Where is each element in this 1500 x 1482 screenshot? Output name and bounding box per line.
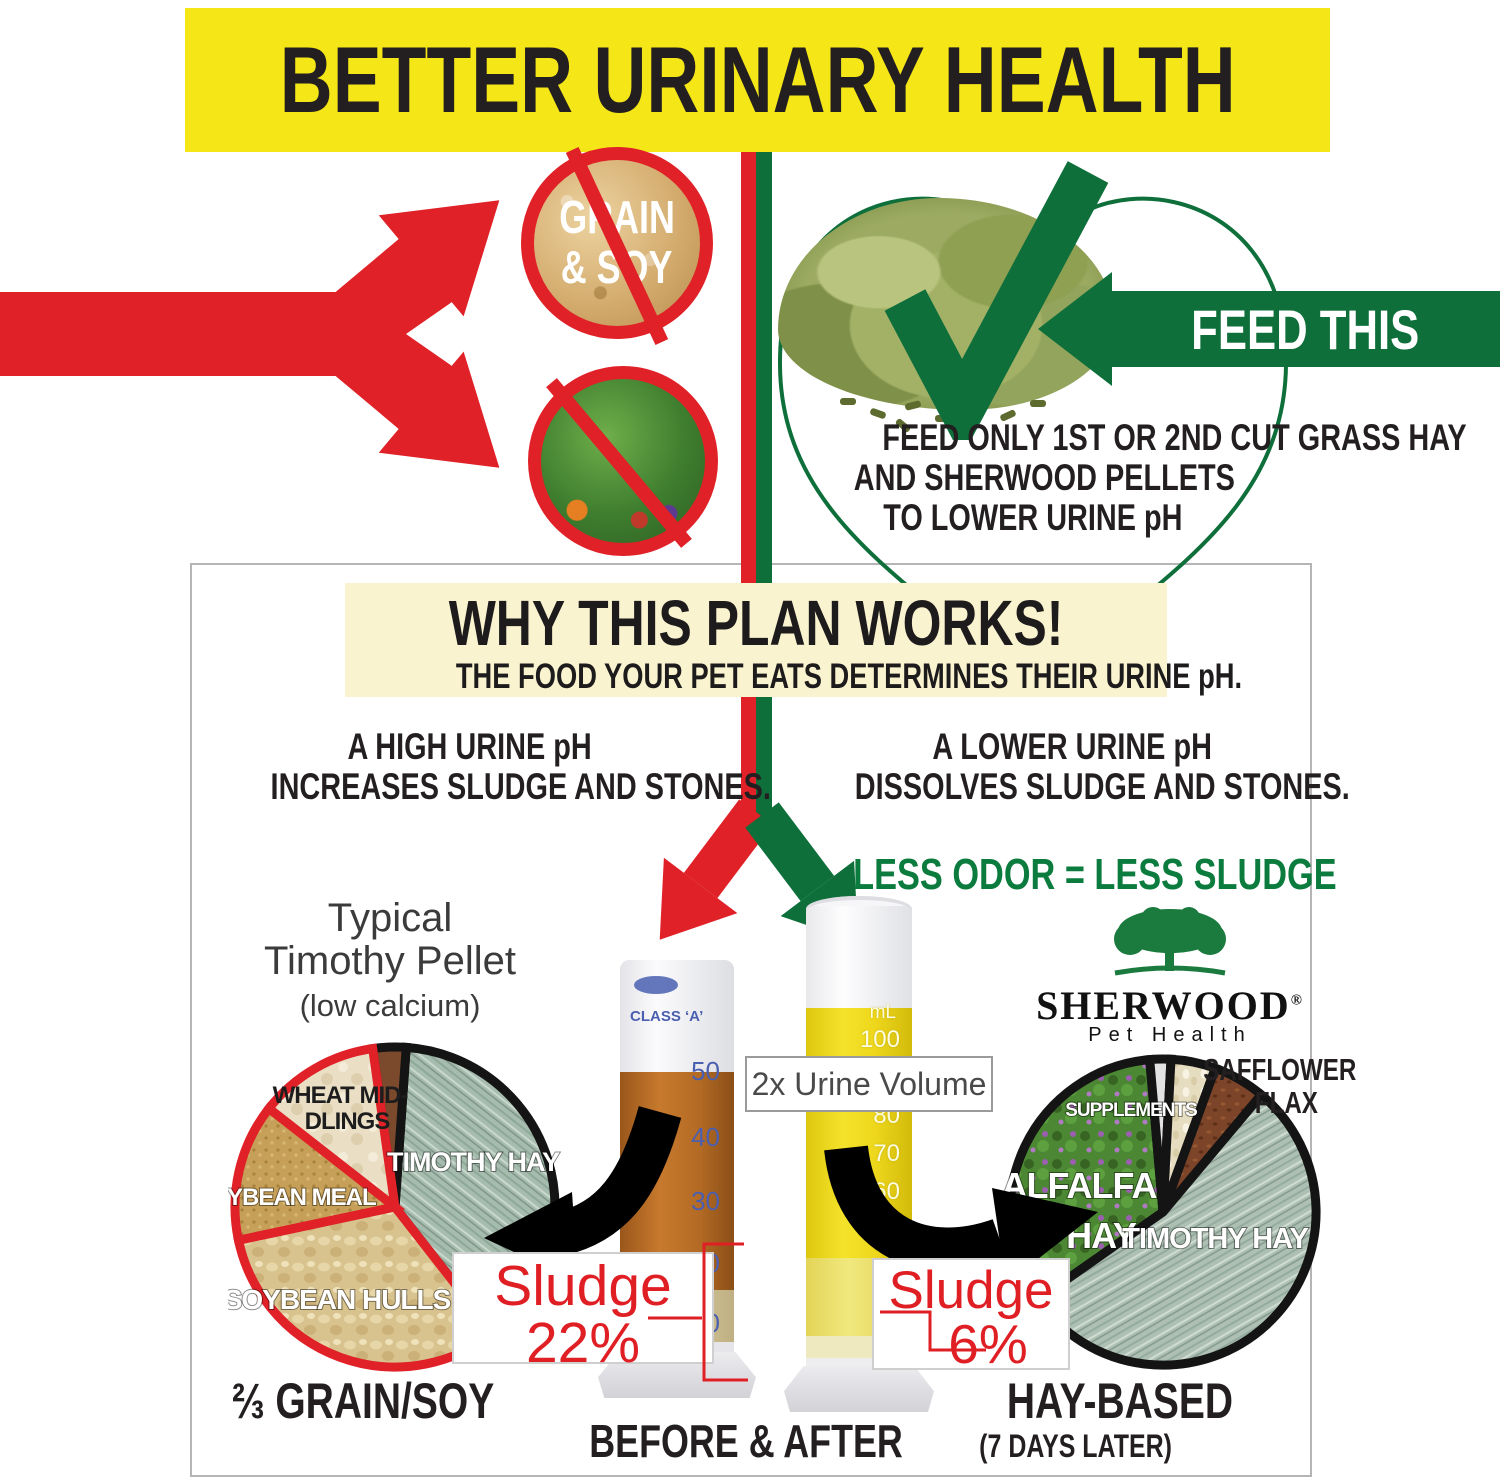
claim-low-ph: A LOWER URINE pH DISSOLVES SLUDGE AND ST… xyxy=(785,727,1360,807)
feed-note-line1: FEED ONLY 1ST OR 2ND CUT GRASS HAY xyxy=(882,417,1467,458)
sherwood-logo: SHERWOOD® Pet Health xyxy=(1020,905,1320,1047)
slice-soybean-meal xyxy=(230,1102,406,1246)
tick-100: 100 xyxy=(859,1026,900,1053)
cylinder-after-base xyxy=(784,1366,934,1412)
label-alfalfa2: HAY xyxy=(1066,1215,1137,1256)
tick-50: 50 xyxy=(691,1056,720,1086)
why-subtitle: THE FOOD YOUR PET EATS DETERMINES THEIR … xyxy=(455,657,1243,697)
label-timothy-left: TIMOTHY HAY xyxy=(387,1147,560,1177)
label-timothy-right: TIMOTHY HAY xyxy=(1122,1223,1308,1255)
less-odor-text: LESS ODOR = LESS SLUDGE xyxy=(853,850,1337,899)
feed-this-arrowhead xyxy=(1038,272,1112,386)
footer-grain-soy: ⅔ GRAIN/SOY xyxy=(195,1372,515,1430)
tick-70: 70 xyxy=(873,1140,900,1167)
brand-reg: ® xyxy=(1290,992,1304,1009)
sludge-before-box: Sludge 22% xyxy=(452,1252,714,1372)
label-flax: FLAX xyxy=(1254,1084,1318,1120)
claim-low-line2: DISSOLVES SLUDGE AND STONES. xyxy=(854,765,1350,807)
grain-soy-caption: ⅔ GRAIN/SOY xyxy=(231,1373,495,1429)
cylinder-grade-label: CLASS ‘A’ xyxy=(630,1008,704,1025)
sludge-before-word: Sludge xyxy=(494,1254,672,1318)
before-after-caption: BEFORE & AFTER xyxy=(589,1415,903,1467)
brand-name: SHERWOOD xyxy=(1036,983,1291,1028)
red-stripe xyxy=(741,150,756,822)
pie-chart-hay-based: SUPPLEMENTS ALFALFA HAY TIMOTHY HAY xyxy=(1003,1054,1321,1370)
feed-note-line3: TO LOWER URINE pH xyxy=(882,496,1183,538)
feed-this-label: FEED THIS xyxy=(1190,297,1420,361)
typical-line1: Typical xyxy=(327,896,453,940)
unit-ml: mL xyxy=(869,1002,896,1023)
feed-note-line2: AND SHERWOOD PELLETS xyxy=(853,456,1235,498)
slice-timothy-right xyxy=(1031,1088,1321,1370)
why-banner: WHY THIS PLAN WORKS! THE FOOD YOUR PET E… xyxy=(345,583,1242,697)
hay-based-caption: HAY-BASED xyxy=(1006,1373,1234,1429)
tick-40: 40 xyxy=(691,1122,720,1152)
arrow-to-grain-pie xyxy=(554,1106,682,1256)
sludge-before-value: 22% xyxy=(525,1311,641,1375)
claim-high-line1: A HIGH URINE pH xyxy=(347,726,593,767)
arrow-to-hay-pie xyxy=(824,1144,1008,1272)
label-wheat1: WHEAT MID- xyxy=(273,1082,409,1109)
checkmark-icon xyxy=(884,161,1109,440)
bracket-after xyxy=(880,1310,986,1352)
sludge-after-value: 6% xyxy=(948,1313,1028,1375)
label-hulls: SOYBEAN HULLS xyxy=(228,1284,451,1315)
why-title: WHY THIS PLAN WORKS! xyxy=(448,587,1064,659)
title-banner: BETTER URINARY HEALTH xyxy=(185,8,1330,152)
label-meal: SOYBEAN MEAL xyxy=(228,1184,376,1211)
urine-volume-text: 2x Urine Volume xyxy=(751,1065,987,1102)
claim-high-ph: A HIGH URINE pH INCREASES SLUDGE AND STO… xyxy=(200,726,771,807)
slice-wheat-middlings xyxy=(262,1043,402,1218)
typical-pellet-caption: Typical Timothy Pellet (low calcium) xyxy=(205,896,575,1024)
safflower-flax-labels: SAFFLOWER FLAX xyxy=(1160,1053,1356,1120)
sludge-after-word: Sludge xyxy=(888,1261,1054,1320)
dont-feed-label-band: DON’T FEED THIS xyxy=(4,468,464,537)
label-wheat2: DLINGS xyxy=(305,1108,391,1135)
page-title: BETTER URINARY HEALTH xyxy=(279,27,1236,132)
footer-before-after: BEFORE & AFTER (7 DAYS LATER) xyxy=(545,1414,1171,1468)
footer-hay-based: HAY-BASED xyxy=(950,1372,1290,1430)
tree-icon xyxy=(1114,907,1226,976)
days-later-caption: (7 DAYS LATER) xyxy=(978,1428,1172,1464)
tick-30: 30 xyxy=(691,1186,720,1216)
dont-feed-label: DON’T FEED THIS xyxy=(60,469,464,536)
cylinder-brand-oval xyxy=(634,976,678,994)
feed-note: FEED ONLY 1ST OR 2ND CUT GRASS HAY AND S… xyxy=(800,418,1467,538)
claim-low-line1: A LOWER URINE pH xyxy=(932,726,1213,767)
bracket-before xyxy=(648,1242,748,1382)
label-safflower: SAFFLOWER xyxy=(1203,1052,1357,1087)
typical-line2: Timothy Pellet xyxy=(264,939,516,984)
brand-tagline: Pet Health xyxy=(1088,1024,1252,1046)
urine-volume-note: 2x Urine Volume xyxy=(745,1056,993,1112)
feed-this-band: FEED THIS xyxy=(1110,291,1500,367)
less-odor-claim: LESS ODOR = LESS SLUDGE xyxy=(785,850,1360,900)
claim-high-line2: INCREASES SLUDGE AND STONES. xyxy=(270,765,771,807)
sludge-brackets xyxy=(648,1242,986,1382)
label-supplements: SUPPLEMENTS xyxy=(1065,1100,1197,1121)
typical-line3: (low calcium) xyxy=(299,988,481,1024)
split-arrows xyxy=(659,799,859,943)
dont-feed-arrow xyxy=(0,200,500,468)
